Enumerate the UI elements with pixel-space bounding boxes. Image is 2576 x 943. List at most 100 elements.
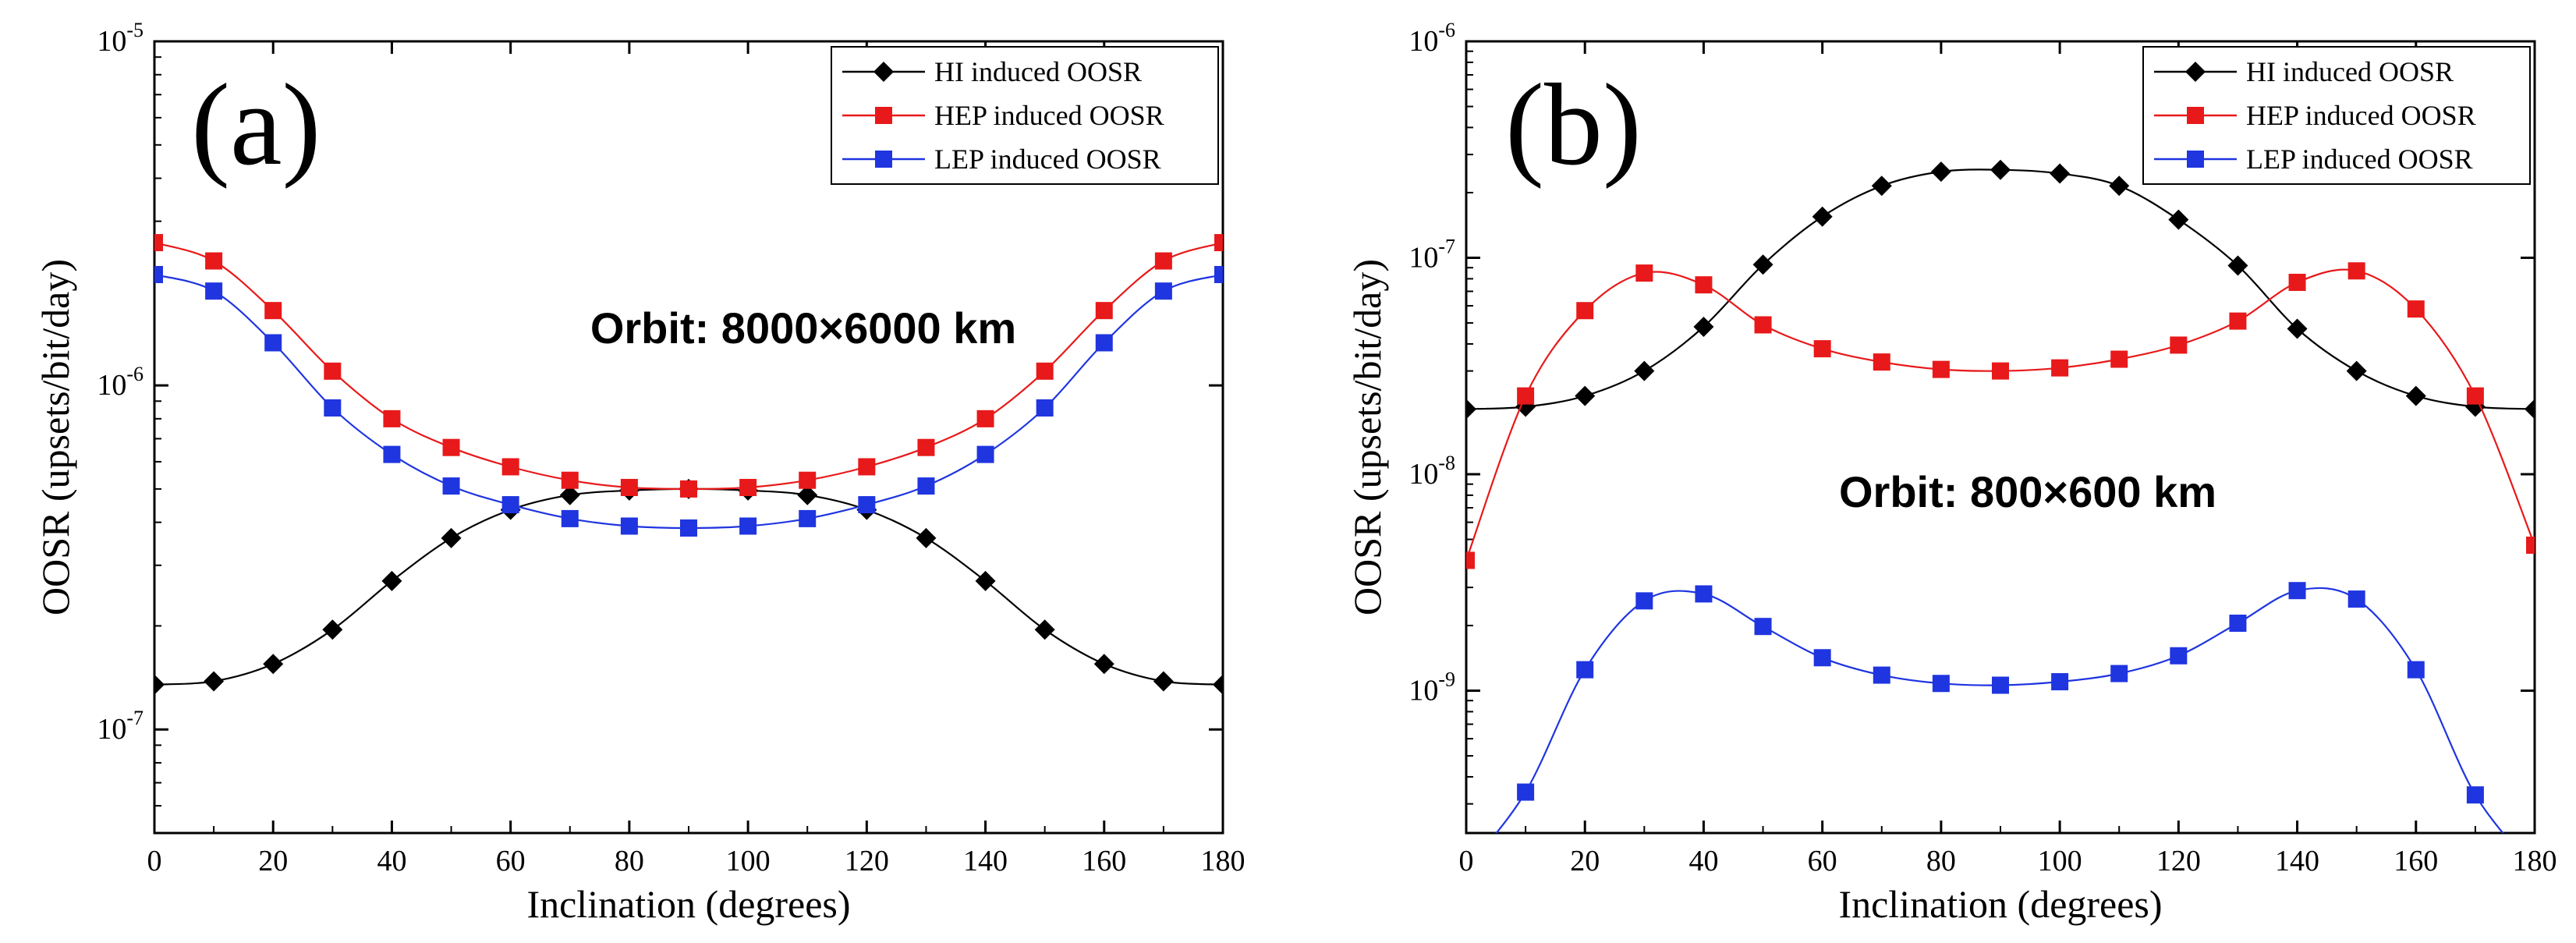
data-point	[1873, 353, 1890, 370]
data-point	[264, 302, 282, 319]
legend-swatch-marker	[875, 107, 892, 124]
orbit-annotation: Orbit: 8000×6000 km	[590, 303, 1016, 353]
panel-a: 0 20 40 60 80 100 120 140 160 18010-710-610-5Incl…	[34, 19, 1245, 926]
series-hi	[1456, 160, 2545, 420]
x-tick-label: 80	[615, 845, 644, 877]
legend-swatch-marker	[875, 151, 892, 168]
y-tick-label: 10-6	[1408, 19, 1455, 58]
data-point	[1933, 675, 1950, 692]
x-tick-label: 0	[1459, 845, 1474, 877]
x-tick-label: 160	[2394, 845, 2438, 877]
data-point	[1458, 551, 1475, 569]
data-point	[1634, 361, 1654, 381]
y-axis-title: OOSR (upsets/bit/day)	[34, 259, 77, 615]
panel-label: (a)	[191, 60, 321, 190]
data-point	[917, 477, 934, 495]
data-point	[2348, 590, 2365, 608]
data-point	[1035, 619, 1055, 640]
y-tick-exponent: -9	[1438, 668, 1455, 691]
y-tick-exponent: -7	[1438, 236, 1455, 258]
data-point	[1990, 160, 2011, 180]
x-tick-label: 80	[1926, 845, 1956, 877]
data-point	[2348, 262, 2365, 279]
panel-label: (b)	[1505, 60, 1642, 190]
data-point	[2170, 336, 2187, 353]
data-point	[739, 517, 757, 534]
data-point	[2051, 673, 2068, 690]
data-point	[916, 528, 936, 548]
data-point	[1456, 399, 1476, 419]
series-line	[154, 243, 1223, 489]
data-point	[2289, 274, 2306, 291]
data-point	[1872, 175, 1892, 196]
data-point	[204, 672, 224, 692]
legend-entry: LEP induced OOSR	[934, 144, 1161, 175]
data-point	[443, 439, 460, 456]
data-point	[324, 399, 341, 417]
data-point	[2289, 582, 2306, 599]
data-point	[2406, 386, 2426, 406]
data-point	[502, 458, 519, 475]
data-point	[621, 517, 638, 534]
data-point	[2525, 399, 2545, 419]
y-tick-label: 10-7	[1408, 236, 1455, 275]
data-point	[1755, 618, 1772, 635]
x-tick-label: 140	[963, 845, 1008, 877]
x-axis-title: Inclination (degrees)	[1838, 882, 2162, 926]
data-point	[739, 479, 757, 496]
data-point	[2110, 665, 2128, 682]
data-point	[1812, 207, 1833, 227]
y-tick-base: 10	[97, 25, 126, 58]
data-point	[799, 510, 816, 527]
orbit-annotation: Orbit: 800×600 km	[1839, 467, 2216, 516]
legend-entry: LEP induced OOSR	[2246, 144, 2473, 175]
x-tick-label: 180	[2513, 845, 2557, 877]
data-point	[562, 510, 579, 527]
data-point	[502, 496, 519, 513]
data-point	[144, 675, 165, 695]
x-tick-label: 160	[1082, 845, 1126, 877]
data-point	[858, 496, 875, 513]
data-point	[621, 479, 638, 496]
plot-area	[1456, 160, 2545, 877]
legend: HI induced OOSR HEP induced OOSR LEP induc…	[831, 47, 1218, 184]
series-hep	[146, 234, 1231, 498]
data-point	[2408, 300, 2425, 317]
data-point	[1814, 340, 1831, 357]
data-point	[263, 654, 283, 674]
x-tick-label: 180	[1201, 845, 1245, 877]
data-point	[146, 266, 163, 283]
data-point	[1214, 234, 1231, 251]
data-point	[2229, 615, 2246, 632]
x-tick-label: 60	[1808, 845, 1837, 877]
y-tick-base: 10	[1408, 25, 1438, 58]
data-point	[264, 334, 282, 351]
data-point	[917, 439, 934, 456]
data-point	[441, 528, 462, 548]
y-tick-label: 10-6	[97, 363, 144, 402]
data-point	[977, 410, 994, 427]
data-point	[1575, 386, 1595, 406]
data-point	[1695, 585, 1712, 602]
data-point	[1695, 276, 1712, 293]
data-point	[1635, 264, 1653, 282]
data-point	[1576, 661, 1593, 679]
data-point	[2168, 210, 2188, 230]
x-tick-label: 40	[377, 845, 406, 877]
data-point	[2109, 175, 2129, 196]
data-point	[1036, 363, 1054, 380]
data-point	[205, 253, 222, 270]
panel-b: 0 20 40 60 80 100 120 140 160 18010-910-810-710-6…	[1345, 19, 2557, 926]
data-point	[1094, 654, 1114, 674]
x-axis-title: Inclination (degrees)	[526, 882, 850, 926]
data-point	[1517, 388, 1534, 405]
data-point	[977, 446, 994, 463]
data-point	[1517, 784, 1534, 801]
data-point	[680, 480, 697, 498]
data-point	[2229, 313, 2246, 330]
data-point	[1931, 161, 1951, 182]
data-point	[1155, 253, 1172, 270]
data-point	[1635, 592, 1653, 609]
data-point	[1933, 361, 1950, 378]
y-tick-base: 10	[1408, 242, 1438, 275]
